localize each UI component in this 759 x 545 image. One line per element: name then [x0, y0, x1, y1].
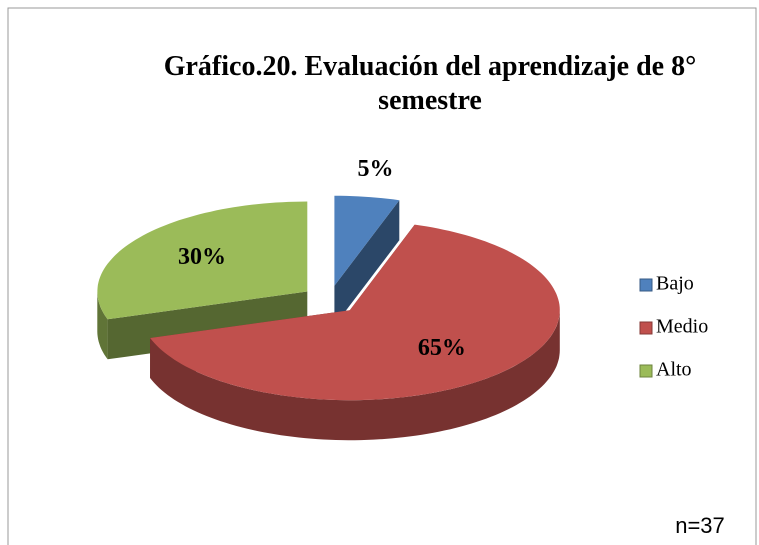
slice: [334, 195, 400, 286]
legend-swatch: [639, 321, 653, 335]
data-label: 5%: [357, 156, 393, 182]
slice: [150, 224, 560, 401]
frame: [7, 7, 757, 545]
data-label: 65%: [418, 335, 466, 361]
legend-swatch: [639, 278, 653, 292]
slice: [97, 201, 308, 320]
legend-label: Medio: [656, 316, 708, 338]
data-label: 30%: [178, 244, 226, 270]
annotation: n=37: [675, 513, 725, 538]
legend-label: Bajo: [656, 273, 694, 295]
slice-side: [150, 310, 560, 441]
chart-title: Gráfico.20. Evaluación del aprendizaje d…: [163, 51, 697, 116]
legend-label: Alto: [656, 359, 692, 381]
slice-side: [97, 291, 108, 360]
slice-wall: [334, 200, 400, 326]
legend-swatch: [639, 364, 653, 378]
